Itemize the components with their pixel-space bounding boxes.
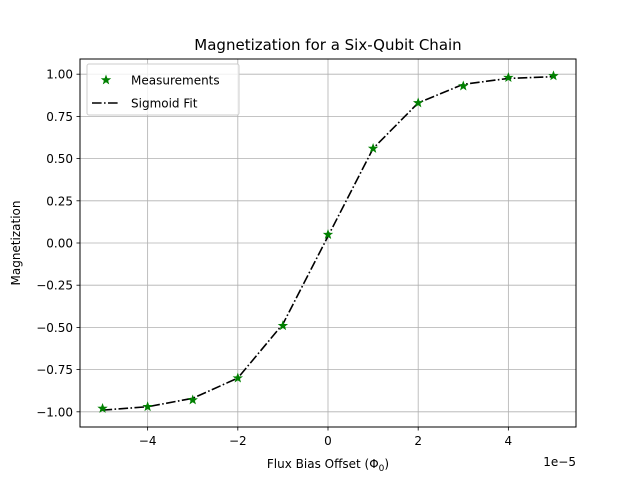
y-tick-label: −0.50 xyxy=(36,321,73,335)
y-tick-label: 0.50 xyxy=(46,152,73,166)
data-point-measurement xyxy=(322,229,334,239)
y-axis-label: Magnetization xyxy=(9,201,23,286)
y-tick-label: 0.00 xyxy=(46,237,73,251)
data-point-measurement xyxy=(367,142,379,153)
x-tick-label: 4 xyxy=(505,434,513,448)
y-tick-label: −0.75 xyxy=(36,363,73,377)
data-point-measurement xyxy=(232,372,244,383)
data-point-measurement xyxy=(97,402,108,413)
data-point-measurement xyxy=(277,320,289,331)
legend-items: Measurements Sigmoid Fit xyxy=(92,74,220,111)
y-tick-label: −0.25 xyxy=(36,279,73,293)
x-tick-label: −4 xyxy=(139,434,157,448)
legend-label: Measurements xyxy=(131,74,220,88)
y-tick-label: 1.00 xyxy=(46,68,73,82)
plot-series xyxy=(97,70,559,413)
data-point-measurement xyxy=(142,401,153,412)
x-axis-label-subscript: 0 xyxy=(379,464,385,474)
y-tick-label: −1.00 xyxy=(36,405,73,419)
x-axis-label-main: Flux Bias Offset (Φ xyxy=(267,457,379,471)
grid xyxy=(80,59,576,427)
legend-box xyxy=(86,63,240,116)
data-point-measurement xyxy=(548,70,559,81)
data-point-measurement xyxy=(503,72,514,82)
y-tick-label: 0.25 xyxy=(46,194,73,208)
legend-marker-measurements xyxy=(100,74,112,85)
x-tick-label: −2 xyxy=(229,434,247,448)
chart-title: Magnetization for a Six-Qubit Chain xyxy=(194,36,461,54)
legend-label: Sigmoid Fit xyxy=(131,97,198,111)
legend: Measurements Sigmoid Fit xyxy=(86,63,240,116)
data-point-measurement xyxy=(458,80,469,91)
x-axis-label-suffix: ) xyxy=(384,457,389,471)
data-point-measurement xyxy=(187,394,198,405)
x-axis-label: Flux Bias Offset (Φ0) xyxy=(267,457,389,474)
x-tick-label: 2 xyxy=(414,434,422,448)
y-tick-label: 0.75 xyxy=(46,110,73,124)
x-axis-offset-text: 1e−5 xyxy=(543,455,576,469)
data-point-measurement xyxy=(412,97,424,108)
axes-ticks: −4 −2 0 2 4 −1.00 −0.75 −0.50 −0.25 0.00 0.25 0.50 0… xyxy=(36,68,512,448)
x-tick-label: 0 xyxy=(324,434,332,448)
